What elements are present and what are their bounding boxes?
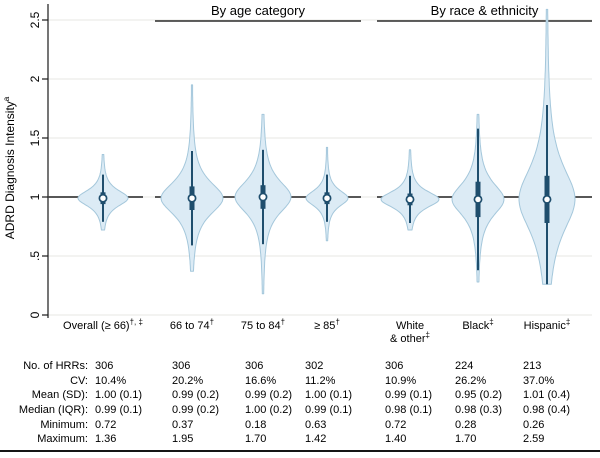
table-cell: 0.72 [95, 419, 117, 431]
table-cell: 2.59 [523, 433, 545, 445]
table-cell: 1.00 (0.1) [305, 389, 353, 401]
violins [77, 8, 576, 295]
category-label-superscript: †, ‡ [129, 317, 143, 327]
table-cell: 1.00 (0.1) [95, 389, 143, 401]
category-label-text: Black [462, 320, 490, 332]
table-cell: 1.36 [95, 433, 117, 445]
table-row-label: Minimum: [40, 419, 88, 431]
y-tick-label: .5 [28, 251, 42, 261]
y-axis-label: ADRD Diagnosis Intensitya [2, 96, 17, 240]
table-cell: 0.99 (0.2) [172, 389, 220, 401]
category-label-text-line2: & other [390, 333, 426, 345]
table-row-label: Maximum: [37, 433, 88, 445]
table-cell: 16.6% [245, 375, 277, 387]
category-label-superscript: † [280, 317, 286, 327]
category-label-text: 66 to 74 [169, 320, 210, 332]
table-row-label: CV: [70, 375, 88, 387]
category-label-superscript: ‡ [425, 330, 430, 340]
table-cell: 0.99 (0.1) [385, 389, 433, 401]
table-cell: 302 [305, 360, 324, 372]
table-row-label: Median (IQR): [18, 404, 88, 416]
table-cell: 0.98 (0.1) [385, 404, 433, 416]
table-cell: 37.0% [523, 375, 555, 387]
table-cell: 1.95 [172, 433, 194, 445]
table-cell: 0.26 [523, 419, 545, 431]
violin-median-dot [187, 193, 197, 203]
category-label-superscript: † [209, 317, 215, 327]
table-cell: 224 [455, 360, 474, 372]
table-row-label: Mean (SD): [31, 389, 88, 401]
table-cell: 26.2% [455, 375, 487, 387]
category-label-text: ≥ 85 [314, 320, 336, 332]
category-label-superscript: † [335, 317, 340, 327]
group-header-race: By race & ethnicity [430, 3, 539, 18]
table-cell: 1.00 (0.2) [245, 404, 293, 416]
table-cell: 0.63 [305, 419, 327, 431]
table-cell: 1.70 [245, 433, 267, 445]
table-cell: 306 [95, 360, 114, 372]
category-label: Overall (≥ 66)†, ‡ [43, 317, 163, 333]
table-cell: 1.01 (0.4) [523, 389, 571, 401]
y-tick-label: 2.5 [28, 11, 42, 28]
table-cell: 0.99 (0.2) [245, 389, 293, 401]
category-label-text: 75 to 84 [240, 320, 281, 332]
bottom-rule [0, 450, 600, 452]
category-label: Hispanic‡ [487, 317, 600, 333]
table-cell: 0.37 [172, 419, 194, 431]
table-cell: 0.99 (0.2) [172, 404, 220, 416]
table-cell: 11.2% [305, 375, 336, 387]
y-tick-label: 2 [28, 75, 42, 82]
category-label: ≥ 85† [267, 317, 387, 333]
table-cell: 306 [385, 360, 404, 372]
violin-median-dot [473, 194, 483, 204]
y-tick-labels: 0 .5 1 1.5 2 2.5 [28, 11, 42, 318]
y-tick-label: 1.5 [28, 129, 42, 146]
violin-median-dot [542, 194, 552, 204]
table-cell: 10.4% [95, 375, 127, 387]
group-header-age: By age category [211, 3, 305, 18]
y-axis-label-text: ADRD Diagnosis Intensity [3, 101, 17, 240]
table-cell: 306 [172, 360, 191, 372]
category-label: Black‡ [418, 317, 538, 333]
table-cell: 0.99 (0.1) [95, 404, 143, 416]
category-label-superscript: ‡ [489, 317, 494, 327]
table-cell: 0.98 (0.4) [523, 404, 571, 416]
table-cell: 10.9% [385, 375, 417, 387]
table-cell: 306 [245, 360, 264, 372]
table-cell: 0.95 (0.2) [455, 389, 503, 401]
y-tick-label: 0 [28, 311, 42, 318]
category-label: 75 to 84† [203, 317, 323, 333]
category-label-text: Hispanic [523, 320, 566, 332]
category-label: 66 to 74† [132, 317, 252, 333]
y-axis [42, 4, 49, 318]
violin-median-dot [98, 193, 108, 203]
category-label-text: White [395, 320, 425, 332]
y-axis-label-superscript: a [2, 96, 11, 102]
category-label-text: Overall (≥ 66) [63, 320, 130, 332]
violin-median-dot [322, 193, 332, 203]
table-row-label: No. of HRRs: [23, 360, 88, 372]
table-cell: 0.72 [385, 419, 407, 431]
table-cell: 213 [523, 360, 542, 372]
table-cell: 0.28 [455, 419, 477, 431]
category-label: White & other‡ [350, 320, 470, 346]
table-cell: 1.70 [455, 433, 477, 445]
violin-median-dot [258, 192, 268, 202]
violin-median-dot [405, 194, 415, 204]
table-cell: 20.2% [172, 375, 204, 387]
table-cell: 0.98 (0.3) [455, 404, 503, 416]
y-tick-label: 1 [28, 193, 42, 200]
category-label-superscript: ‡ [565, 317, 571, 327]
table-cell: 0.99 (0.1) [305, 404, 353, 416]
table-cell: 0.18 [245, 419, 267, 431]
table-cell: 1.42 [305, 433, 327, 445]
table-cell: 1.40 [385, 433, 407, 445]
gridlines [48, 19, 592, 316]
